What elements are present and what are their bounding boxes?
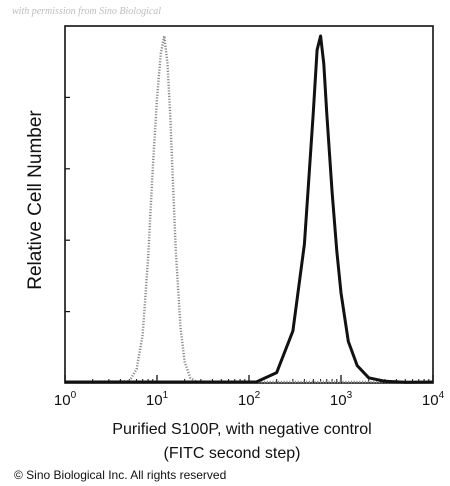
y-axis-ticks	[65, 96, 70, 313]
x-tick-label: 103	[330, 390, 353, 409]
sample-histogram	[65, 34, 434, 384]
x-axis-label: Purified S100P, with negative control	[112, 421, 372, 438]
series-layer	[64, 34, 434, 384]
negative-control-histogram	[64, 34, 433, 384]
watermark-text: with permission from Sino Biological	[12, 6, 162, 17]
x-tick-label: 104	[422, 390, 445, 409]
x-axis-label-line2: (FITC second step)	[163, 445, 301, 462]
x-tick-label: 101	[146, 390, 169, 409]
copyright-notice: © Sino Biological Inc. All rights reserv…	[14, 468, 227, 482]
x-tick-label: 100	[54, 390, 77, 409]
y-axis-label: Relative Cell Number	[25, 110, 46, 290]
plot-area-frame	[64, 25, 434, 384]
x-tick-label: 102	[238, 390, 261, 409]
